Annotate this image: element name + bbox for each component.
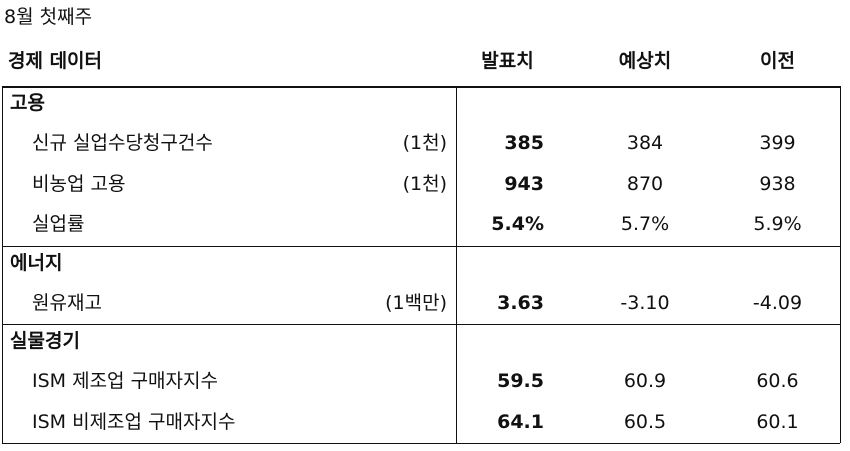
- row-unit: (1천): [402, 172, 447, 195]
- row-label: ISM 제조업 구매자지수: [32, 370, 218, 392]
- row-label: 비농업 고용: [32, 172, 126, 195]
- cell-forecast: 384: [626, 132, 664, 154]
- row-label: 신규 실업수당청구건수: [32, 132, 213, 154]
- cell-actual: 64.1: [497, 410, 544, 433]
- title: 8월 첫째주: [4, 6, 93, 28]
- section-title: 고용: [10, 92, 45, 114]
- column-divider: [456, 86, 457, 443]
- cell-previous: 5.9%: [753, 213, 802, 235]
- cell-previous: 60.6: [756, 370, 799, 392]
- table-bottom-border: [2, 443, 840, 444]
- cell-forecast: 870: [626, 172, 664, 195]
- cell-previous: 399: [759, 132, 796, 154]
- row-label: ISM 비제조업 구매자지수: [32, 410, 236, 433]
- left-border: [2, 86, 3, 443]
- section-title: 실물경기: [10, 330, 80, 352]
- header-cell: 경제 데이터: [8, 50, 103, 72]
- row-unit: (1천): [402, 132, 447, 154]
- cell-actual: 943: [504, 172, 544, 195]
- section-title: 에너지: [10, 251, 63, 274]
- section-divider: [2, 245, 840, 247]
- row-label: 원유재고: [32, 291, 102, 314]
- right-border: [840, 86, 841, 443]
- cell-forecast: -3.10: [620, 291, 670, 314]
- header-cell: 예상치: [618, 50, 672, 72]
- cell-forecast: 60.9: [623, 370, 667, 392]
- cell-actual: 5.4%: [491, 213, 544, 235]
- table-top-border: [2, 86, 840, 88]
- header-cell: 발표치: [481, 50, 534, 72]
- cell-previous: -4.09: [752, 291, 803, 314]
- row-label: 실업률: [32, 213, 85, 235]
- cell-actual: 59.5: [497, 370, 544, 392]
- cell-forecast: 5.7%: [620, 213, 670, 235]
- cell-actual: 385: [504, 132, 544, 154]
- cell-previous: 938: [759, 172, 796, 195]
- cell-forecast: 60.5: [623, 410, 667, 433]
- cell-actual: 3.63: [497, 291, 544, 314]
- cell-previous: 60.1: [756, 410, 799, 433]
- row-unit: (1백만): [385, 291, 447, 314]
- section-divider: [2, 324, 840, 325]
- header-cell: 이전: [760, 50, 795, 72]
